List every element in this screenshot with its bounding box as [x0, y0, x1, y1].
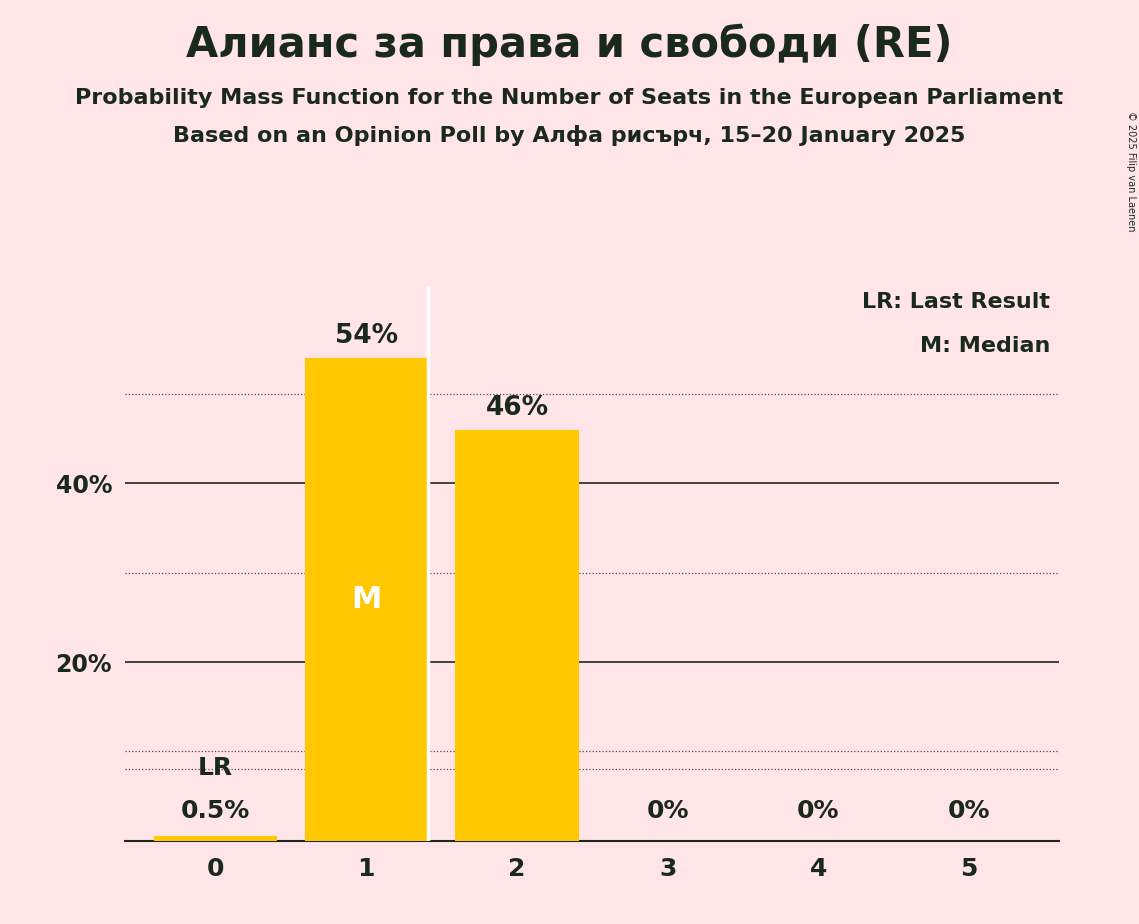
Text: 54%: 54% [335, 323, 398, 349]
Text: 0%: 0% [646, 799, 689, 823]
Text: LR: LR [198, 756, 233, 780]
Bar [304, 358, 428, 841]
Bar [456, 430, 579, 841]
Text: © 2025 Filip van Laenen: © 2025 Filip van Laenen [1126, 111, 1136, 231]
Text: M: Median: M: Median [919, 336, 1050, 357]
Text: 0%: 0% [797, 799, 839, 823]
Text: 46%: 46% [485, 395, 549, 420]
Text: LR: Last Result: LR: Last Result [862, 292, 1050, 312]
Text: M: M [351, 585, 382, 614]
Text: 0%: 0% [948, 799, 990, 823]
Text: 0.5%: 0.5% [181, 799, 251, 823]
Bar [154, 836, 278, 841]
Text: Based on an Opinion Poll by Алфа рисърч, 15–20 January 2025: Based on an Opinion Poll by Алфа рисърч,… [173, 125, 966, 146]
Text: Алианс за права и свободи (RE): Алианс за права и свободи (RE) [187, 23, 952, 66]
Text: Probability Mass Function for the Number of Seats in the European Parliament: Probability Mass Function for the Number… [75, 88, 1064, 108]
